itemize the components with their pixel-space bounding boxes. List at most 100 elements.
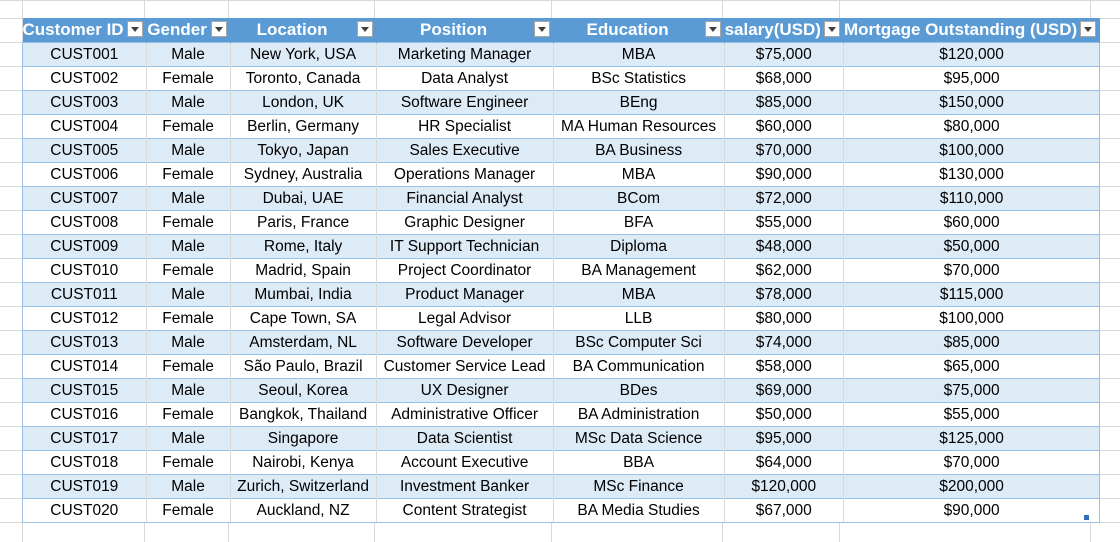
gender-cell[interactable]: Female [146, 66, 231, 91]
salary-cell[interactable]: $95,000 [724, 426, 844, 451]
customer-id-cell[interactable]: CUST004 [22, 114, 147, 139]
filter-dropdown-button[interactable] [1080, 21, 1097, 37]
mortgage-cell[interactable]: $150,000 [843, 90, 1101, 115]
customer-id-cell[interactable]: CUST015 [22, 378, 147, 403]
location-cell[interactable]: Nairobi, Kenya [230, 450, 377, 475]
mortgage-cell[interactable]: $80,000 [843, 114, 1101, 139]
gender-cell[interactable]: Female [146, 402, 231, 427]
location-cell[interactable]: Dubai, UAE [230, 186, 377, 211]
salary-cell[interactable]: $50,000 [724, 402, 844, 427]
mortgage-cell[interactable]: $120,000 [843, 42, 1101, 67]
education-cell[interactable]: BFA [553, 210, 725, 235]
salary-cell[interactable]: $74,000 [724, 330, 844, 355]
filter-dropdown-button[interactable] [823, 21, 840, 37]
mortgage-cell[interactable]: $130,000 [843, 162, 1101, 187]
salary-cell[interactable]: $90,000 [724, 162, 844, 187]
location-cell[interactable]: Bangkok, Thailand [230, 402, 377, 427]
location-cell[interactable]: Toronto, Canada [230, 66, 377, 91]
mortgage-cell[interactable]: $110,000 [843, 186, 1101, 211]
gender-cell[interactable]: Female [146, 306, 231, 331]
customer-id-cell[interactable]: CUST001 [22, 42, 147, 67]
education-cell[interactable]: BA Media Studies [553, 498, 725, 523]
location-cell[interactable]: Auckland, NZ [230, 498, 377, 523]
mortgage-cell[interactable]: $70,000 [843, 258, 1101, 283]
salary-cell[interactable]: $48,000 [724, 234, 844, 259]
salary-cell[interactable]: $70,000 [724, 138, 844, 163]
location-cell[interactable]: Cape Town, SA [230, 306, 377, 331]
location-cell[interactable]: São Paulo, Brazil [230, 354, 377, 379]
salary-cell[interactable]: $58,000 [724, 354, 844, 379]
salary-cell[interactable]: $55,000 [724, 210, 844, 235]
education-cell[interactable]: MBA [553, 42, 725, 67]
salary-cell[interactable]: $69,000 [724, 378, 844, 403]
gender-cell[interactable]: Female [146, 162, 231, 187]
salary-cell[interactable]: $64,000 [724, 450, 844, 475]
customer-id-cell[interactable]: CUST017 [22, 426, 147, 451]
customer-id-cell[interactable]: CUST008 [22, 210, 147, 235]
customer-id-cell[interactable]: CUST013 [22, 330, 147, 355]
mortgage-cell[interactable]: $200,000 [843, 474, 1101, 499]
filter-dropdown-button[interactable] [210, 21, 227, 37]
customer-id-cell[interactable]: CUST014 [22, 354, 147, 379]
education-cell[interactable]: LLB [553, 306, 725, 331]
position-cell[interactable]: Legal Advisor [376, 306, 554, 331]
gender-cell[interactable]: Female [146, 450, 231, 475]
mortgage-cell[interactable]: $100,000 [843, 138, 1101, 163]
salary-cell[interactable]: $62,000 [724, 258, 844, 283]
mortgage-cell[interactable]: $50,000 [843, 234, 1101, 259]
customer-id-cell[interactable]: CUST018 [22, 450, 147, 475]
location-cell[interactable]: Mumbai, India [230, 282, 377, 307]
position-cell[interactable]: Financial Analyst [376, 186, 554, 211]
table-resize-handle[interactable] [1084, 515, 1089, 520]
filter-dropdown-button[interactable] [126, 21, 143, 37]
education-cell[interactable]: MA Human Resources [553, 114, 725, 139]
education-cell[interactable]: MSc Finance [553, 474, 725, 499]
gender-cell[interactable]: Male [146, 186, 231, 211]
education-cell[interactable]: BA Business [553, 138, 725, 163]
education-cell[interactable]: BSc Computer Sci [553, 330, 725, 355]
gender-cell[interactable]: Male [146, 282, 231, 307]
customer-id-cell[interactable]: CUST016 [22, 402, 147, 427]
position-cell[interactable]: IT Support Technician [376, 234, 554, 259]
gender-cell[interactable]: Male [146, 234, 231, 259]
customer-id-cell[interactable]: CUST012 [22, 306, 147, 331]
column-header-location[interactable]: Location [230, 18, 377, 43]
mortgage-cell[interactable]: $65,000 [843, 354, 1101, 379]
location-cell[interactable]: Berlin, Germany [230, 114, 377, 139]
gender-cell[interactable]: Female [146, 258, 231, 283]
education-cell[interactable]: MSc Data Science [553, 426, 725, 451]
position-cell[interactable]: UX Designer [376, 378, 554, 403]
customer-id-cell[interactable]: CUST005 [22, 138, 147, 163]
column-header-gender[interactable]: Gender [146, 18, 231, 43]
mortgage-cell[interactable]: $55,000 [843, 402, 1101, 427]
education-cell[interactable]: BA Administration [553, 402, 725, 427]
education-cell[interactable]: MBA [553, 282, 725, 307]
education-cell[interactable]: BEng [553, 90, 725, 115]
position-cell[interactable]: Customer Service Lead [376, 354, 554, 379]
filter-dropdown-button[interactable] [533, 21, 550, 37]
location-cell[interactable]: Madrid, Spain [230, 258, 377, 283]
column-header-position[interactable]: Position [376, 18, 554, 43]
position-cell[interactable]: Sales Executive [376, 138, 554, 163]
gender-cell[interactable]: Male [146, 90, 231, 115]
customer-id-cell[interactable]: CUST009 [22, 234, 147, 259]
salary-cell[interactable]: $85,000 [724, 90, 844, 115]
customer-id-cell[interactable]: CUST002 [22, 66, 147, 91]
position-cell[interactable]: Marketing Manager [376, 42, 554, 67]
gender-cell[interactable]: Male [146, 474, 231, 499]
salary-cell[interactable]: $68,000 [724, 66, 844, 91]
filter-dropdown-button[interactable] [704, 21, 721, 37]
mortgage-cell[interactable]: $75,000 [843, 378, 1101, 403]
mortgage-cell[interactable]: $85,000 [843, 330, 1101, 355]
position-cell[interactable]: Account Executive [376, 450, 554, 475]
position-cell[interactable]: HR Specialist [376, 114, 554, 139]
education-cell[interactable]: BA Management [553, 258, 725, 283]
education-cell[interactable]: BCom [553, 186, 725, 211]
location-cell[interactable]: Amsterdam, NL [230, 330, 377, 355]
position-cell[interactable]: Content Strategist [376, 498, 554, 523]
location-cell[interactable]: Seoul, Korea [230, 378, 377, 403]
position-cell[interactable]: Software Engineer [376, 90, 554, 115]
position-cell[interactable]: Project Coordinator [376, 258, 554, 283]
salary-cell[interactable]: $72,000 [724, 186, 844, 211]
